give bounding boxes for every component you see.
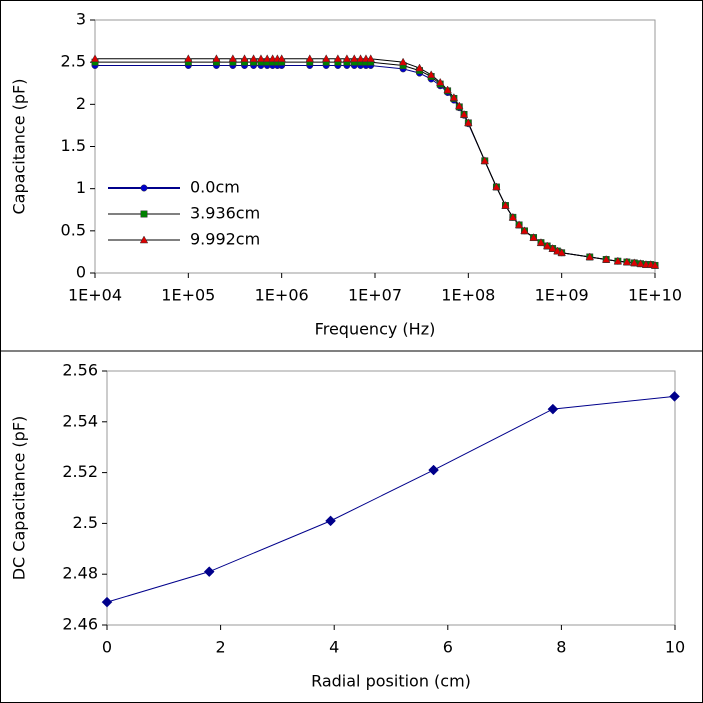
marker <box>547 403 559 415</box>
marker <box>514 220 524 229</box>
marker <box>256 54 266 63</box>
marker <box>415 63 424 72</box>
series-line <box>106 395 675 603</box>
plot-area <box>94 19 656 274</box>
x-tick-label: 2 <box>216 638 226 657</box>
legend-marker <box>140 184 148 192</box>
x-axis-label: Radial position (cm) <box>311 672 471 691</box>
marker <box>622 257 632 266</box>
marker <box>630 258 639 267</box>
marker <box>305 54 314 63</box>
x-tick-label: 1E+05 <box>161 286 215 305</box>
x-tick-label: 0 <box>102 638 112 657</box>
x-tick-label: 1E+09 <box>535 286 589 305</box>
x-tick-label: 1E+06 <box>255 286 309 305</box>
marker <box>557 248 566 257</box>
marker <box>90 54 100 63</box>
marker <box>455 101 464 110</box>
marker <box>398 57 408 66</box>
legend-label: 3.936cm <box>190 204 260 223</box>
marker <box>262 54 272 63</box>
y-tick-label: 2 <box>76 94 86 113</box>
y-axis-label: DC Capacitance (pF) <box>10 416 29 581</box>
marker <box>464 118 473 127</box>
marker <box>443 85 452 94</box>
y-tick-label: 2.5 <box>73 513 98 532</box>
marker <box>277 54 286 63</box>
marker <box>548 244 557 252</box>
marker <box>553 246 562 255</box>
marker <box>366 54 375 63</box>
x-axis-label: Frequency (Hz) <box>315 320 436 339</box>
marker <box>101 596 113 608</box>
marker <box>228 54 238 63</box>
marker <box>436 77 445 86</box>
marker <box>449 93 459 101</box>
legend-label: 9.992cm <box>190 230 260 249</box>
legend-label: 0.0cm <box>190 178 240 197</box>
marker <box>501 201 510 209</box>
x-tick-label: 1E+04 <box>68 286 122 305</box>
plot-area <box>106 370 676 626</box>
x-tick-label: 4 <box>329 638 339 657</box>
y-axis-label: Capacitance (pF) <box>10 79 29 215</box>
y-tick-label: 1 <box>76 178 86 197</box>
x-tick-label: 1E+07 <box>348 286 402 305</box>
y-tick-label: 0 <box>76 263 86 282</box>
y-tick-label: 2.52 <box>62 462 98 481</box>
y-tick-label: 2.5 <box>61 52 86 71</box>
x-tick-label: 6 <box>443 638 453 657</box>
marker <box>601 254 611 263</box>
marker <box>333 54 343 63</box>
marker <box>249 54 258 63</box>
marker <box>636 259 645 267</box>
marker <box>212 54 221 63</box>
legend-marker <box>140 210 148 218</box>
y-tick-label: 2.48 <box>62 564 98 583</box>
marker <box>520 226 529 235</box>
x-tick-label: 1E+08 <box>441 286 495 305</box>
marker <box>325 515 336 527</box>
marker <box>669 391 680 402</box>
marker <box>585 252 594 261</box>
x-tick-label: 10 <box>665 638 685 657</box>
marker <box>459 109 469 118</box>
marker <box>184 54 193 63</box>
marker <box>203 566 215 578</box>
marker <box>480 156 489 165</box>
y-tick-label: 0.5 <box>61 220 86 239</box>
marker <box>350 54 359 63</box>
marker <box>342 54 352 63</box>
marker <box>428 464 439 476</box>
marker <box>536 238 546 246</box>
marker <box>508 212 518 221</box>
marker <box>529 233 538 241</box>
marker <box>240 54 249 63</box>
marker <box>613 256 623 265</box>
marker <box>356 54 365 63</box>
legend-marker <box>139 235 149 244</box>
y-tick-label: 2.46 <box>62 615 98 634</box>
y-tick-label: 2.54 <box>62 411 98 430</box>
marker <box>542 241 552 250</box>
y-tick-label: 3 <box>76 10 86 29</box>
x-tick-label: 1E+10 <box>628 286 682 305</box>
marker <box>492 182 501 191</box>
y-tick-label: 1.5 <box>61 136 86 155</box>
y-tick-label: 2.56 <box>62 361 98 380</box>
marker <box>650 260 660 269</box>
marker <box>321 54 331 63</box>
marker <box>426 70 436 79</box>
x-tick-label: 8 <box>556 638 566 657</box>
